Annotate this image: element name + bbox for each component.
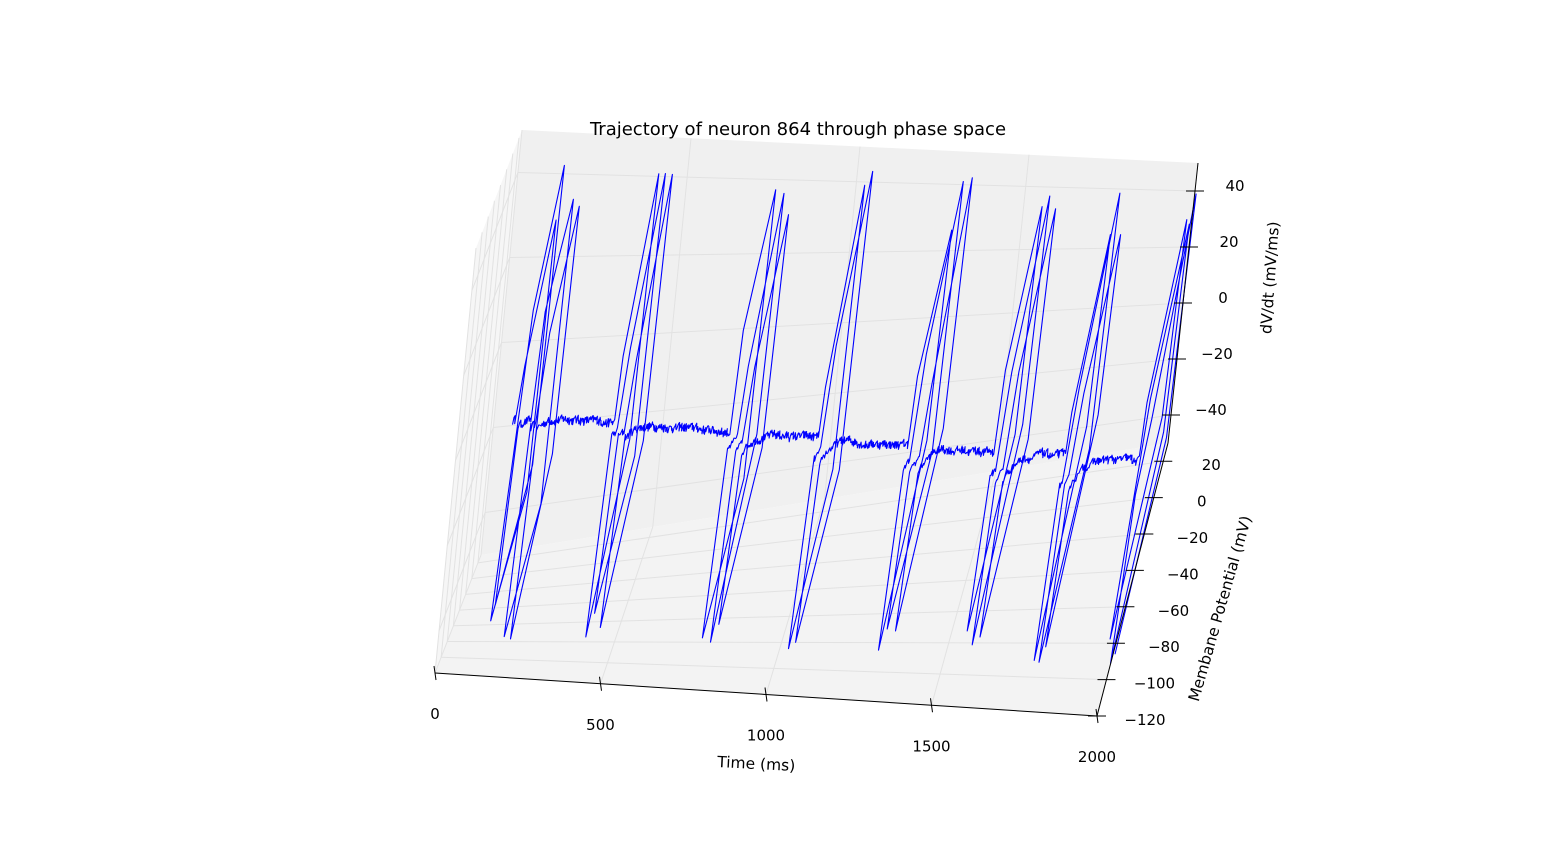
x-tick-tick — [930, 698, 933, 713]
grid-line-y-floor — [441, 656, 1107, 681]
x-tick-tick — [433, 665, 437, 681]
y-tick-label: −100 — [1134, 675, 1175, 693]
grid-line-z-side — [455, 342, 502, 461]
x-tick-label: 0 — [430, 705, 440, 723]
x-axis-label: Time (ms) — [716, 753, 796, 775]
x-tick-tick — [764, 687, 768, 702]
grid-line-x-floor — [434, 554, 482, 674]
y-axis-line — [1096, 442, 1169, 717]
grid-line-z-back — [501, 302, 1184, 343]
y-tick-label: −60 — [1158, 602, 1190, 620]
y-tick-label: −20 — [1177, 529, 1209, 547]
grid-line-y-floor — [447, 641, 1116, 644]
grid-line-z-side — [463, 257, 511, 376]
chart-title: Trajectory of neuron 864 through phase s… — [589, 119, 1006, 140]
x-tick-label: 500 — [586, 716, 615, 734]
x-tick-label: 1000 — [747, 727, 785, 745]
y-tick-label: 0 — [1197, 493, 1207, 511]
axes-ticks: 0 500 1000 1500 2000 −120 −100 −80 −60 −40 −20 0 20 −… — [430, 177, 1244, 766]
grid-line-z-side — [438, 512, 486, 631]
x-tick-tick — [599, 676, 602, 691]
grid-line-z-back — [517, 172, 1196, 192]
z-axis-label: dV/dt (mV/ms) — [1257, 221, 1283, 335]
z-tick-label: 0 — [1218, 289, 1228, 307]
grid-line-z-back — [509, 246, 1190, 258]
y-tick-label: −80 — [1148, 638, 1180, 656]
grid-line-z-side — [446, 427, 494, 546]
y-tick-label: −120 — [1124, 711, 1165, 729]
y-tick-label: 20 — [1202, 456, 1221, 474]
z-tick-label: 20 — [1219, 233, 1238, 251]
trajectory-line — [490, 164, 1197, 664]
trajectory-series — [490, 164, 1197, 664]
grid-line-z-side — [471, 172, 519, 291]
grid-line-x-floor — [600, 526, 654, 684]
x-tick-label: 2000 — [1078, 748, 1116, 766]
grid-line-y-floor — [459, 569, 1135, 611]
grid-line-y-floor — [453, 606, 1126, 627]
z-tick-label: −20 — [1201, 345, 1233, 363]
grid-line-y-floor — [465, 533, 1145, 595]
x-tick-label: 1500 — [912, 737, 950, 755]
y-tick-label: −40 — [1167, 565, 1199, 583]
grid-line-z-back — [485, 414, 1172, 513]
grid-line-y-floor — [471, 497, 1154, 580]
grid-line-y-floor — [477, 460, 1164, 564]
z-tick-label: 40 — [1225, 177, 1244, 195]
grid-line-z-back — [493, 358, 1178, 428]
z-tick-label: −40 — [1195, 401, 1227, 419]
